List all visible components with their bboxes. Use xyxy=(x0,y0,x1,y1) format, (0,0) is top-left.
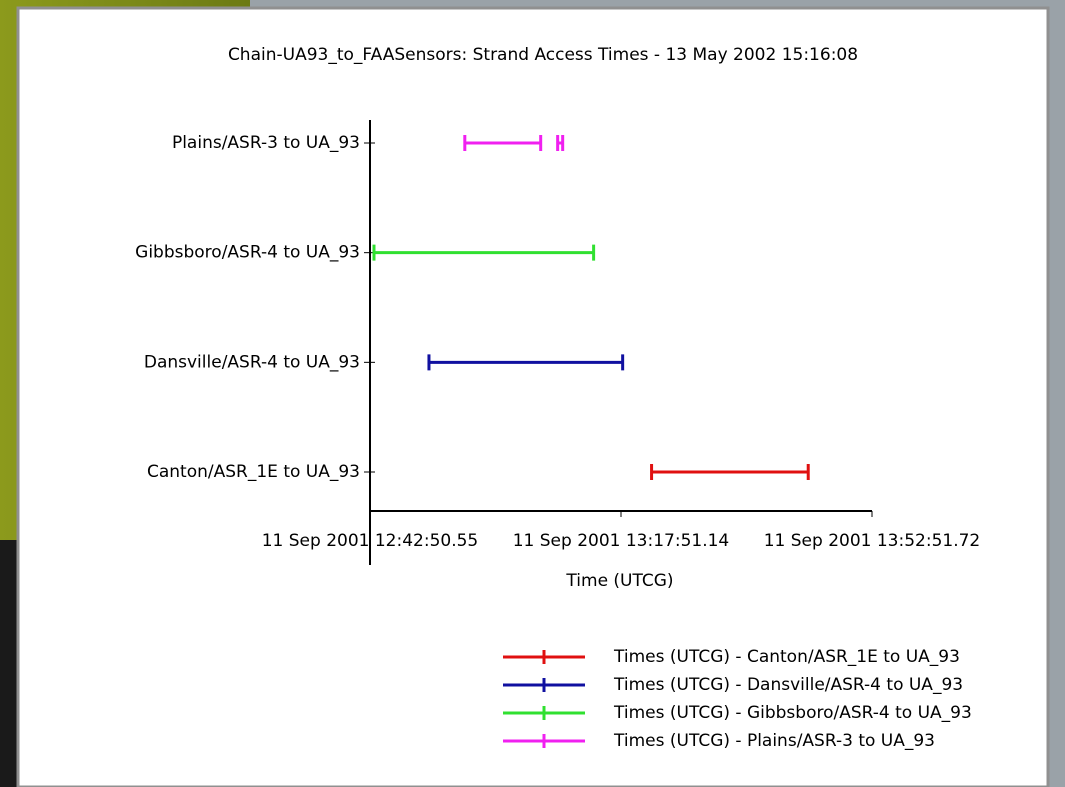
legend-label: Times (UTCG) - Plains/ASR-3 to UA_93 xyxy=(613,731,935,751)
legend-label: Times (UTCG) - Canton/ASR_1E to UA_93 xyxy=(613,647,960,667)
y-tick-label: Plains/ASR-3 to UA_93 xyxy=(172,133,360,153)
x-tick-label: 11 Sep 2001 13:52:51.72 xyxy=(764,531,981,551)
x-tick-label: 11 Sep 2001 13:17:51.14 xyxy=(513,531,730,551)
interval-bar xyxy=(650,464,810,480)
legend-label: Times (UTCG) - Gibbsboro/ASR-4 to UA_93 xyxy=(613,703,972,723)
interval-bar xyxy=(463,135,543,151)
y-tick-label: Dansville/ASR-4 to UA_93 xyxy=(144,352,360,372)
legend-swatch xyxy=(503,734,585,748)
legend-swatch xyxy=(503,678,585,692)
background xyxy=(0,540,18,787)
x-tick-label: 11 Sep 2001 12:42:50.55 xyxy=(262,531,479,551)
legend-swatch xyxy=(503,650,585,664)
chart-title: Chain-UA93_to_FAASensors: Strand Access … xyxy=(228,45,858,65)
legend-swatch xyxy=(503,706,585,720)
legend-label: Times (UTCG) - Dansville/ASR-4 to UA_93 xyxy=(613,675,963,695)
y-tick-label: Canton/ASR_1E to UA_93 xyxy=(147,462,360,482)
interval-bar xyxy=(372,244,596,261)
y-tick-label: Gibbsboro/ASR-4 to UA_93 xyxy=(135,243,360,263)
interval-bar xyxy=(427,354,625,371)
interval-bar xyxy=(556,135,565,151)
chart-window xyxy=(16,6,1050,787)
x-axis-label: Time (UTCG) xyxy=(565,571,673,591)
